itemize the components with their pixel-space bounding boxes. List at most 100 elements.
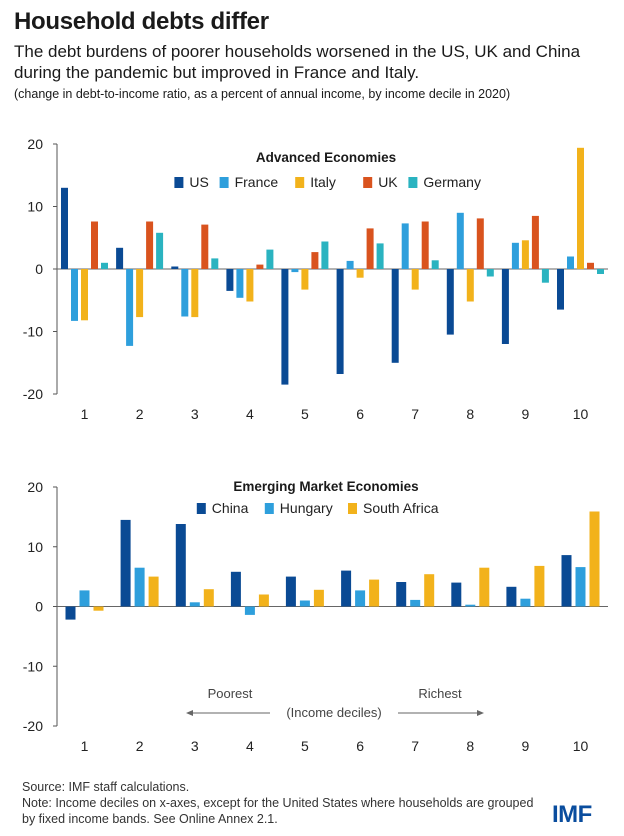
bar-uk-10 <box>587 262 594 270</box>
page-title: Household debts differ <box>14 8 269 35</box>
bar-hungary-4 <box>244 606 255 615</box>
bar-italy-4 <box>246 269 254 302</box>
legend-swatch-italy <box>295 177 305 188</box>
bar-france-5 <box>291 269 299 273</box>
bar-uk-9 <box>531 215 539 269</box>
bar-china-10 <box>561 555 572 607</box>
bar-germany-4 <box>266 249 274 269</box>
x-tick-label: 8 <box>466 738 474 754</box>
bar-china-3 <box>175 524 186 607</box>
x-tick-label: 6 <box>356 738 364 754</box>
legend-swatch-uk <box>363 177 373 188</box>
emerging-economies-chart: 20 10 0 -10 -20 1 2 3 4 5 6 7 8 9 10 Emerging Market Ec… <box>23 479 608 754</box>
legend: US France Italy UK Germany <box>174 174 481 190</box>
bar-hungary-8 <box>465 604 476 607</box>
bar-south-africa-5 <box>313 589 324 607</box>
advanced-economies-chart: 20 10 0 -10 -20 1 2 3 4 5 6 7 8 9 10 Advanced Economies… <box>23 136 608 422</box>
bar-hungary-10 <box>575 567 586 607</box>
bar-south-africa-8 <box>479 567 490 607</box>
bar-uk-4 <box>256 264 264 269</box>
x-tick-label: 8 <box>466 406 474 422</box>
bar-france-8 <box>456 212 464 270</box>
legend-label-china: China <box>212 500 249 516</box>
bar-germany-10 <box>597 269 604 274</box>
bar-france-1 <box>71 269 78 321</box>
legend-label-south-africa: South Africa <box>363 500 439 516</box>
bar-hungary-3 <box>189 602 200 607</box>
bar-us-6 <box>336 269 344 374</box>
legend-label-italy: Italy <box>310 174 336 190</box>
y-tick-label: 10 <box>27 539 43 555</box>
y-tick-label: 10 <box>27 199 43 215</box>
legend-swatch-china <box>196 503 206 514</box>
x-tick-label: 1 <box>81 738 89 754</box>
poorest-label: Poorest <box>208 686 253 701</box>
bar-germany-3 <box>211 258 219 269</box>
bar-germany-2 <box>156 232 164 270</box>
bar-south-africa-2 <box>148 576 159 607</box>
bar-us-1 <box>61 187 68 270</box>
bar-china-9 <box>506 586 517 607</box>
y-tick-label: 0 <box>35 261 43 277</box>
legend-label-hungary: Hungary <box>280 500 333 516</box>
x-tick-label: 5 <box>301 406 309 422</box>
x-tick-label: 10 <box>573 738 589 754</box>
bar-uk-1 <box>91 221 98 269</box>
legend-swatch-hungary <box>264 503 274 514</box>
y-tick-label: -10 <box>23 324 43 340</box>
bar-us-9 <box>501 269 509 344</box>
x-tick-label: 10 <box>573 406 589 422</box>
arrow-left-icon <box>186 710 193 716</box>
bar-china-2 <box>120 519 131 607</box>
bar-china-6 <box>341 570 352 607</box>
y-tick-label: 20 <box>27 479 43 495</box>
chart-title: Advanced Economies <box>256 150 396 165</box>
bar-us-3 <box>171 266 179 269</box>
bar-south-africa-10 <box>589 511 600 607</box>
bar-south-africa-7 <box>424 574 435 607</box>
chart-title: Emerging Market Economies <box>233 479 418 494</box>
x-tick-label: 7 <box>411 738 419 754</box>
legend-label-france: France <box>235 174 279 190</box>
bar-us-10 <box>557 269 564 310</box>
bar-italy-6 <box>356 269 364 278</box>
bar-italy-2 <box>136 269 144 318</box>
legend-swatch-germany <box>408 177 418 188</box>
bar-france-10 <box>567 256 574 269</box>
bar-uk-5 <box>311 252 319 269</box>
bar-hungary-6 <box>355 590 366 607</box>
legend-label-germany: Germany <box>423 174 481 190</box>
bar-germany-5 <box>321 241 329 269</box>
bar-france-3 <box>181 269 189 317</box>
bar-italy-3 <box>191 269 199 318</box>
bar-us-2 <box>116 247 124 269</box>
bar-south-africa-6 <box>369 579 380 607</box>
bar-china-1 <box>65 606 76 620</box>
bar-italy-5 <box>301 269 309 290</box>
bar-germany-9 <box>541 269 549 283</box>
legend-swatch-south-africa <box>348 503 357 514</box>
x-tick-label: 7 <box>411 406 419 422</box>
bar-uk-3 <box>201 224 209 269</box>
richest-label: Richest <box>418 686 462 701</box>
bar-italy-9 <box>521 240 529 270</box>
bar-china-7 <box>396 582 407 607</box>
x-tick-label: 9 <box>522 738 530 754</box>
bar-italy-8 <box>466 269 474 302</box>
bar-germany-8 <box>486 269 494 277</box>
bar-france-7 <box>401 223 409 269</box>
bar-uk-8 <box>476 218 484 269</box>
x-tick-label: 5 <box>301 738 309 754</box>
bar-us-4 <box>226 269 234 291</box>
bar-germany-1 <box>101 262 108 270</box>
footnote: Note: Income deciles on x-axes, except f… <box>22 796 534 826</box>
bar-italy-7 <box>411 269 419 290</box>
bar-china-8 <box>451 582 462 607</box>
bar-italy-1 <box>81 269 88 321</box>
bar-china-5 <box>285 576 296 607</box>
legend-swatch-france <box>219 177 229 188</box>
bar-france-4 <box>236 269 244 298</box>
bar-hungary-2 <box>134 567 145 607</box>
bar-germany-7 <box>431 260 439 270</box>
bar-uk-7 <box>421 221 429 269</box>
